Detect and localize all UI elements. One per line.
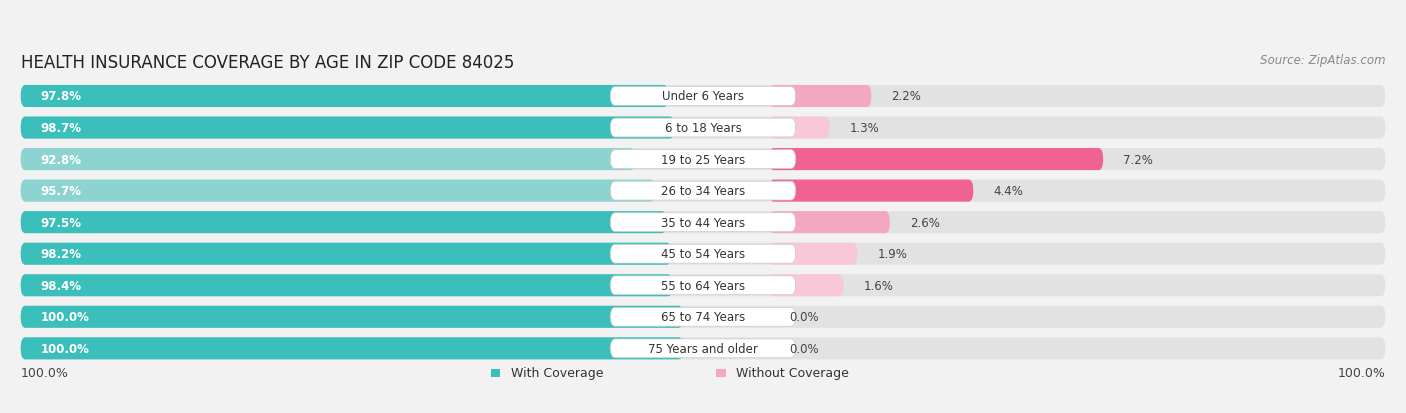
FancyBboxPatch shape xyxy=(610,245,796,263)
Text: 0.0%: 0.0% xyxy=(789,342,818,355)
FancyBboxPatch shape xyxy=(769,117,830,139)
Text: 98.4%: 98.4% xyxy=(41,279,82,292)
FancyBboxPatch shape xyxy=(21,337,1385,359)
FancyBboxPatch shape xyxy=(769,243,858,265)
FancyBboxPatch shape xyxy=(21,86,669,108)
Text: 92.8%: 92.8% xyxy=(41,153,82,166)
FancyBboxPatch shape xyxy=(21,243,1385,265)
FancyBboxPatch shape xyxy=(21,149,1385,171)
Text: 4.4%: 4.4% xyxy=(993,185,1024,198)
Text: 65 to 74 Years: 65 to 74 Years xyxy=(661,311,745,323)
FancyBboxPatch shape xyxy=(21,117,1385,139)
Text: 100.0%: 100.0% xyxy=(41,311,90,323)
FancyBboxPatch shape xyxy=(610,276,796,295)
FancyBboxPatch shape xyxy=(21,275,1385,297)
Text: 100.0%: 100.0% xyxy=(41,342,90,355)
Text: With Coverage: With Coverage xyxy=(510,367,603,380)
FancyBboxPatch shape xyxy=(610,339,796,358)
Text: 98.2%: 98.2% xyxy=(41,248,82,261)
FancyBboxPatch shape xyxy=(21,275,672,297)
FancyBboxPatch shape xyxy=(491,369,501,377)
Text: 6 to 18 Years: 6 to 18 Years xyxy=(665,122,741,135)
Text: 97.8%: 97.8% xyxy=(41,90,82,103)
Text: 26 to 34 Years: 26 to 34 Years xyxy=(661,185,745,198)
FancyBboxPatch shape xyxy=(21,337,683,359)
FancyBboxPatch shape xyxy=(21,180,655,202)
Text: 19 to 25 Years: 19 to 25 Years xyxy=(661,153,745,166)
Text: 2.2%: 2.2% xyxy=(891,90,921,103)
FancyBboxPatch shape xyxy=(769,149,1104,171)
FancyBboxPatch shape xyxy=(21,180,1385,202)
FancyBboxPatch shape xyxy=(21,306,1385,328)
Text: 2.6%: 2.6% xyxy=(910,216,939,229)
Text: 0.0%: 0.0% xyxy=(789,311,818,323)
Text: Without Coverage: Without Coverage xyxy=(737,367,849,380)
Text: 75 Years and older: 75 Years and older xyxy=(648,342,758,355)
Text: 55 to 64 Years: 55 to 64 Years xyxy=(661,279,745,292)
FancyBboxPatch shape xyxy=(610,308,796,326)
Text: 1.9%: 1.9% xyxy=(877,248,907,261)
FancyBboxPatch shape xyxy=(21,243,671,265)
FancyBboxPatch shape xyxy=(21,211,1385,234)
Text: 45 to 54 Years: 45 to 54 Years xyxy=(661,248,745,261)
Text: 95.7%: 95.7% xyxy=(41,185,82,198)
FancyBboxPatch shape xyxy=(610,213,796,232)
Text: 97.5%: 97.5% xyxy=(41,216,82,229)
Text: 1.6%: 1.6% xyxy=(863,279,893,292)
Text: Under 6 Years: Under 6 Years xyxy=(662,90,744,103)
FancyBboxPatch shape xyxy=(610,150,796,169)
FancyBboxPatch shape xyxy=(769,275,844,297)
FancyBboxPatch shape xyxy=(21,117,675,139)
FancyBboxPatch shape xyxy=(21,211,666,234)
Text: 100.0%: 100.0% xyxy=(1337,367,1385,380)
Text: 1.3%: 1.3% xyxy=(849,122,879,135)
FancyBboxPatch shape xyxy=(769,86,872,108)
Text: 7.2%: 7.2% xyxy=(1123,153,1153,166)
Text: 100.0%: 100.0% xyxy=(21,367,69,380)
Text: 35 to 44 Years: 35 to 44 Years xyxy=(661,216,745,229)
Text: 98.7%: 98.7% xyxy=(41,122,82,135)
FancyBboxPatch shape xyxy=(21,306,683,328)
FancyBboxPatch shape xyxy=(716,369,725,377)
FancyBboxPatch shape xyxy=(769,211,890,234)
FancyBboxPatch shape xyxy=(21,149,636,171)
Text: Source: ZipAtlas.com: Source: ZipAtlas.com xyxy=(1260,54,1385,67)
FancyBboxPatch shape xyxy=(610,88,796,106)
FancyBboxPatch shape xyxy=(610,182,796,201)
Text: HEALTH INSURANCE COVERAGE BY AGE IN ZIP CODE 84025: HEALTH INSURANCE COVERAGE BY AGE IN ZIP … xyxy=(21,54,515,72)
FancyBboxPatch shape xyxy=(21,86,1385,108)
FancyBboxPatch shape xyxy=(769,180,973,202)
FancyBboxPatch shape xyxy=(610,119,796,138)
